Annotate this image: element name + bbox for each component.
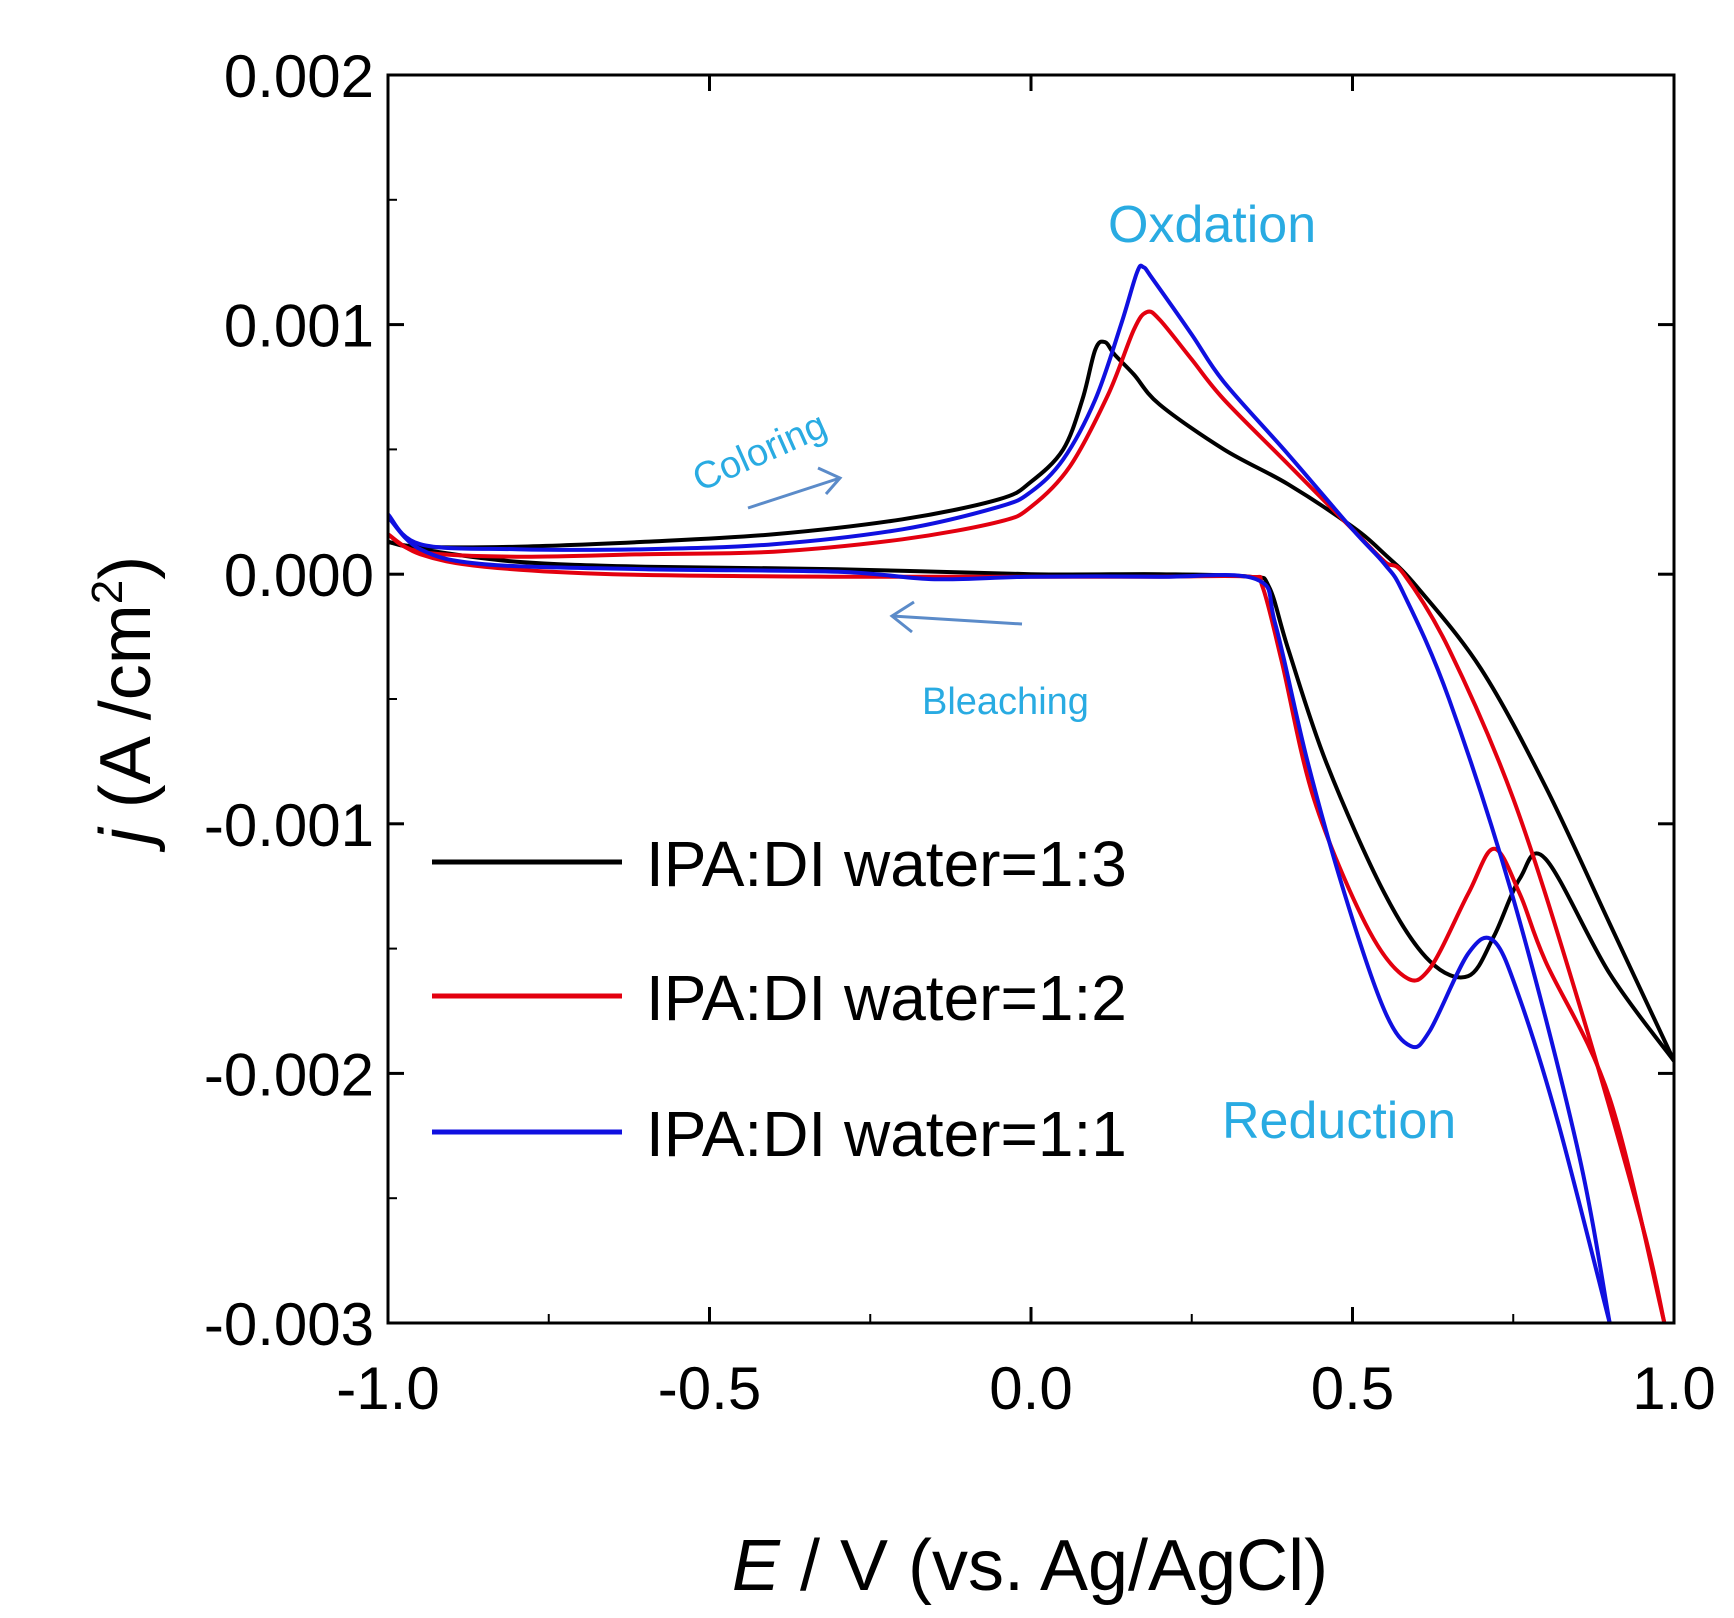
coloring-arrow-shaft	[747, 476, 841, 510]
y-tick-label: -0.002	[204, 1041, 374, 1108]
y-tick-label: 0.000	[224, 542, 374, 609]
series-line-1-2-forward	[388, 309, 1667, 1323]
y-axis-title-var: j	[86, 826, 166, 853]
x-axis-title: E / V (vs. Ag/AgCl)	[732, 1526, 1328, 1606]
series-line-1-1-reverse	[388, 515, 1612, 1323]
x-tick-label: 0.0	[989, 1355, 1072, 1422]
y-axis-title: j (A /cm2)	[83, 556, 166, 853]
bleaching-arrow-head	[889, 600, 915, 634]
legend-label-1-3: IPA:DI water=1:3	[646, 828, 1127, 900]
series-line-1-1-forward	[388, 263, 1612, 1323]
ticks-layer: -1.0 -0.5 0.0 0.5 1.0 0.002 0.001 0.000 -0.001 -0…	[204, 43, 1716, 1422]
series-line-1-3-reverse	[388, 539, 1674, 1063]
y-axis-title-close: )	[86, 556, 166, 580]
y-tick-label: 0.001	[224, 293, 374, 360]
y-axis-title-sup: 2	[83, 580, 132, 604]
x-tick-label: 0.5	[1311, 1355, 1394, 1422]
y-tick-label: -0.001	[204, 792, 374, 859]
legend: IPA:DI water=1:3 IPA:DI water=1:2 IPA:DI…	[432, 828, 1127, 1170]
x-axis-title-rest: / V (vs. Ag/AgCl)	[780, 1526, 1328, 1606]
legend-label-1-2: IPA:DI water=1:2	[646, 962, 1127, 1034]
annotation-reduction: Reduction	[1222, 1092, 1456, 1150]
annotation-coloring: Coloring	[687, 404, 833, 500]
bleaching-arrow	[889, 600, 1023, 634]
y-axis-title-rest: (A /cm	[86, 604, 166, 828]
series-layer	[388, 263, 1674, 1323]
y-tick-label: -0.003	[204, 1291, 374, 1358]
annotation-bleaching: Bleaching	[922, 681, 1089, 723]
y-tick-label: 0.002	[224, 43, 374, 110]
x-tick-label: -0.5	[658, 1355, 761, 1422]
coloring-arrow	[747, 466, 843, 510]
x-tick-label: -1.0	[336, 1355, 439, 1422]
annotation-oxidation: Oxdation	[1108, 196, 1316, 254]
legend-label-1-1: IPA:DI water=1:1	[646, 1098, 1127, 1170]
x-axis-title-var: E	[732, 1526, 781, 1606]
coloring-arrow-head	[817, 466, 843, 495]
x-tick-label: 1.0	[1632, 1355, 1715, 1422]
series-line-1-2-reverse	[388, 532, 1667, 1323]
bleaching-arrow-shaft	[891, 614, 1023, 626]
